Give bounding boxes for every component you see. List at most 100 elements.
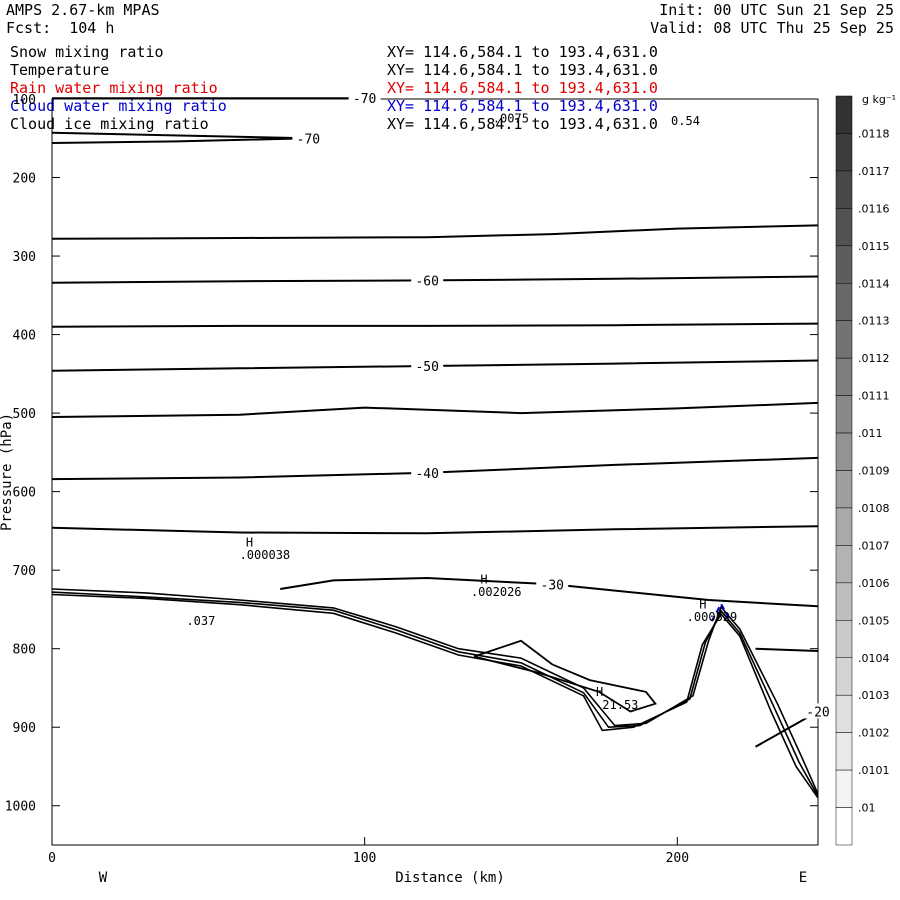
- y-tick-label: 100: [13, 93, 36, 108]
- y-tick-label: 300: [13, 250, 36, 265]
- colorbar-tick-label: .0109: [858, 465, 890, 478]
- colorbar-swatch: [835, 320, 853, 359]
- colorbar-tick-label: .011: [858, 427, 883, 440]
- model-title: AMPS 2.67-km MPAS: [6, 1, 160, 19]
- rain-contours: [473, 639, 657, 713]
- west-label: W: [99, 870, 108, 886]
- colorbar-swatch: [835, 807, 853, 846]
- colorbar-tick-label: .0107: [858, 539, 890, 552]
- temperature-contour: [51, 224, 819, 240]
- x-axis: 0 100 200: [48, 837, 689, 866]
- colorbar-tick-label: .0117: [858, 165, 890, 178]
- east-label: E: [799, 870, 807, 886]
- field-xy-rain: XY= 114.6,584.1 to 193.4,631.0: [387, 79, 658, 97]
- temperature-contour: [51, 322, 819, 328]
- field-name-snow: Snow mixing ratio: [10, 43, 164, 61]
- field-name-cloud-water: Cloud water mixing ratio: [10, 97, 227, 115]
- y-tick-label: 800: [13, 643, 36, 658]
- temperature-contours: -70 -70 -60 -50 -40 -30 -20: [51, 90, 834, 748]
- field-name-rain: Rain water mixing ratio: [10, 79, 218, 97]
- colorbar-swatch: [835, 582, 853, 621]
- colorbar-tick-label: .01: [858, 802, 876, 815]
- colorbar-tick-label: .0105: [858, 614, 890, 627]
- field-xy-cloud-ice: XY= 114.6,584.1 to 193.4,631.0: [387, 115, 658, 133]
- annotation-label: .0075: [493, 112, 529, 126]
- colorbar-swatch: [835, 507, 853, 546]
- field-name-cloud-ice: Cloud ice mixing ratio: [10, 115, 209, 133]
- annotation-label: .000529: [687, 610, 738, 624]
- colorbar-swatch: [835, 395, 853, 434]
- colorbar-swatch: [835, 95, 853, 134]
- x-axis-label: Distance (km): [395, 870, 505, 886]
- y-tick-label: 1000: [5, 800, 36, 815]
- colorbar-swatch: [835, 133, 853, 172]
- y-axis-label: Pressure (hPa): [0, 413, 15, 531]
- contour-label: -70: [297, 132, 320, 147]
- contour-label-bg: [411, 357, 444, 373]
- y-axis: 100 200 300 400 500 600 700 800 900 1000: [5, 93, 818, 815]
- colorbar-swatch: [835, 170, 853, 209]
- colorbar-swatch: [835, 694, 853, 733]
- temperature-contour: [280, 576, 819, 608]
- colorbar-swatch: [835, 545, 853, 584]
- contour-label: -60: [415, 274, 438, 289]
- terrain-line: [51, 593, 819, 799]
- colorbar: .0118 .0117 .0116 .0115 .0114 .0113 .0112 .0111…: [835, 95, 890, 846]
- contour-label: -50: [415, 360, 438, 375]
- colorbar-swatch: [835, 620, 853, 658]
- terrain-line: [51, 591, 819, 797]
- field-name-temperature: Temperature: [10, 61, 110, 79]
- temperature-contour: [51, 401, 819, 418]
- colorbar-tick-label: .0114: [858, 277, 890, 290]
- terrain-contours: [51, 588, 819, 799]
- y-tick-label: 700: [13, 564, 36, 579]
- colorbar-swatch: [835, 283, 853, 321]
- forecast-hour: Fcst: 104 h: [6, 19, 115, 37]
- contour-label: -70: [353, 92, 376, 107]
- annotation-label: H: [480, 573, 487, 587]
- contour-label: -40: [415, 467, 438, 482]
- contour-label-bg: [411, 464, 444, 480]
- colorbar-swatch: [835, 769, 853, 808]
- x-tick-label: 200: [666, 851, 689, 866]
- temperature-contour: [51, 131, 309, 144]
- annotation-label: 0.54: [671, 114, 700, 128]
- cloud-water-contour: [710, 601, 732, 622]
- colorbar-swatch: [835, 657, 853, 696]
- annotation-label: H: [596, 685, 603, 699]
- field-xy-cloud-water: XY= 114.6,584.1 to 193.4,631.0: [387, 97, 658, 115]
- colorbar-swatch: [835, 470, 853, 509]
- contour-label-bg: [802, 703, 834, 719]
- valid-time: Valid: 08 UTC Thu 25 Sep 25: [650, 19, 894, 37]
- field-xy-snow: XY= 114.6,584.1 to 193.4,631.0: [387, 43, 658, 61]
- colorbar-title: g kg⁻¹: [862, 93, 896, 106]
- colorbar-tick-label: .0101: [858, 764, 890, 777]
- annotation-label: .037: [186, 614, 215, 628]
- colorbar-tick-label: .0106: [858, 577, 890, 590]
- colorbar-tick-label: .0103: [858, 689, 890, 702]
- temperature-contour: [755, 647, 819, 652]
- colorbar-swatch: [835, 432, 853, 471]
- rain-contour: [473, 639, 657, 713]
- annotation-label: 21.53: [602, 698, 638, 712]
- y-tick-label: 400: [13, 329, 36, 344]
- annotation-label: .000038: [240, 548, 291, 562]
- colorbar-swatch: [835, 208, 853, 247]
- y-tick-label: 500: [13, 407, 36, 422]
- contour-label-bg: [348, 90, 381, 106]
- x-tick-label: 100: [353, 851, 376, 866]
- contour-label-bg: [411, 272, 444, 288]
- annotation-label: H: [699, 598, 706, 612]
- y-tick-label: 600: [13, 486, 36, 501]
- annotation-label: .002026: [471, 585, 522, 599]
- colorbar-tick-label: .0115: [858, 240, 890, 253]
- annotation-label: H: [246, 536, 253, 550]
- colorbar-tick-label: .0111: [858, 390, 890, 403]
- colorbar-swatch: [835, 732, 853, 771]
- plot-frame: [51, 98, 819, 846]
- colorbar-tick-label: .0118: [858, 127, 890, 140]
- colorbar-tick-label: .0116: [858, 202, 890, 215]
- temperature-contour: [51, 525, 819, 535]
